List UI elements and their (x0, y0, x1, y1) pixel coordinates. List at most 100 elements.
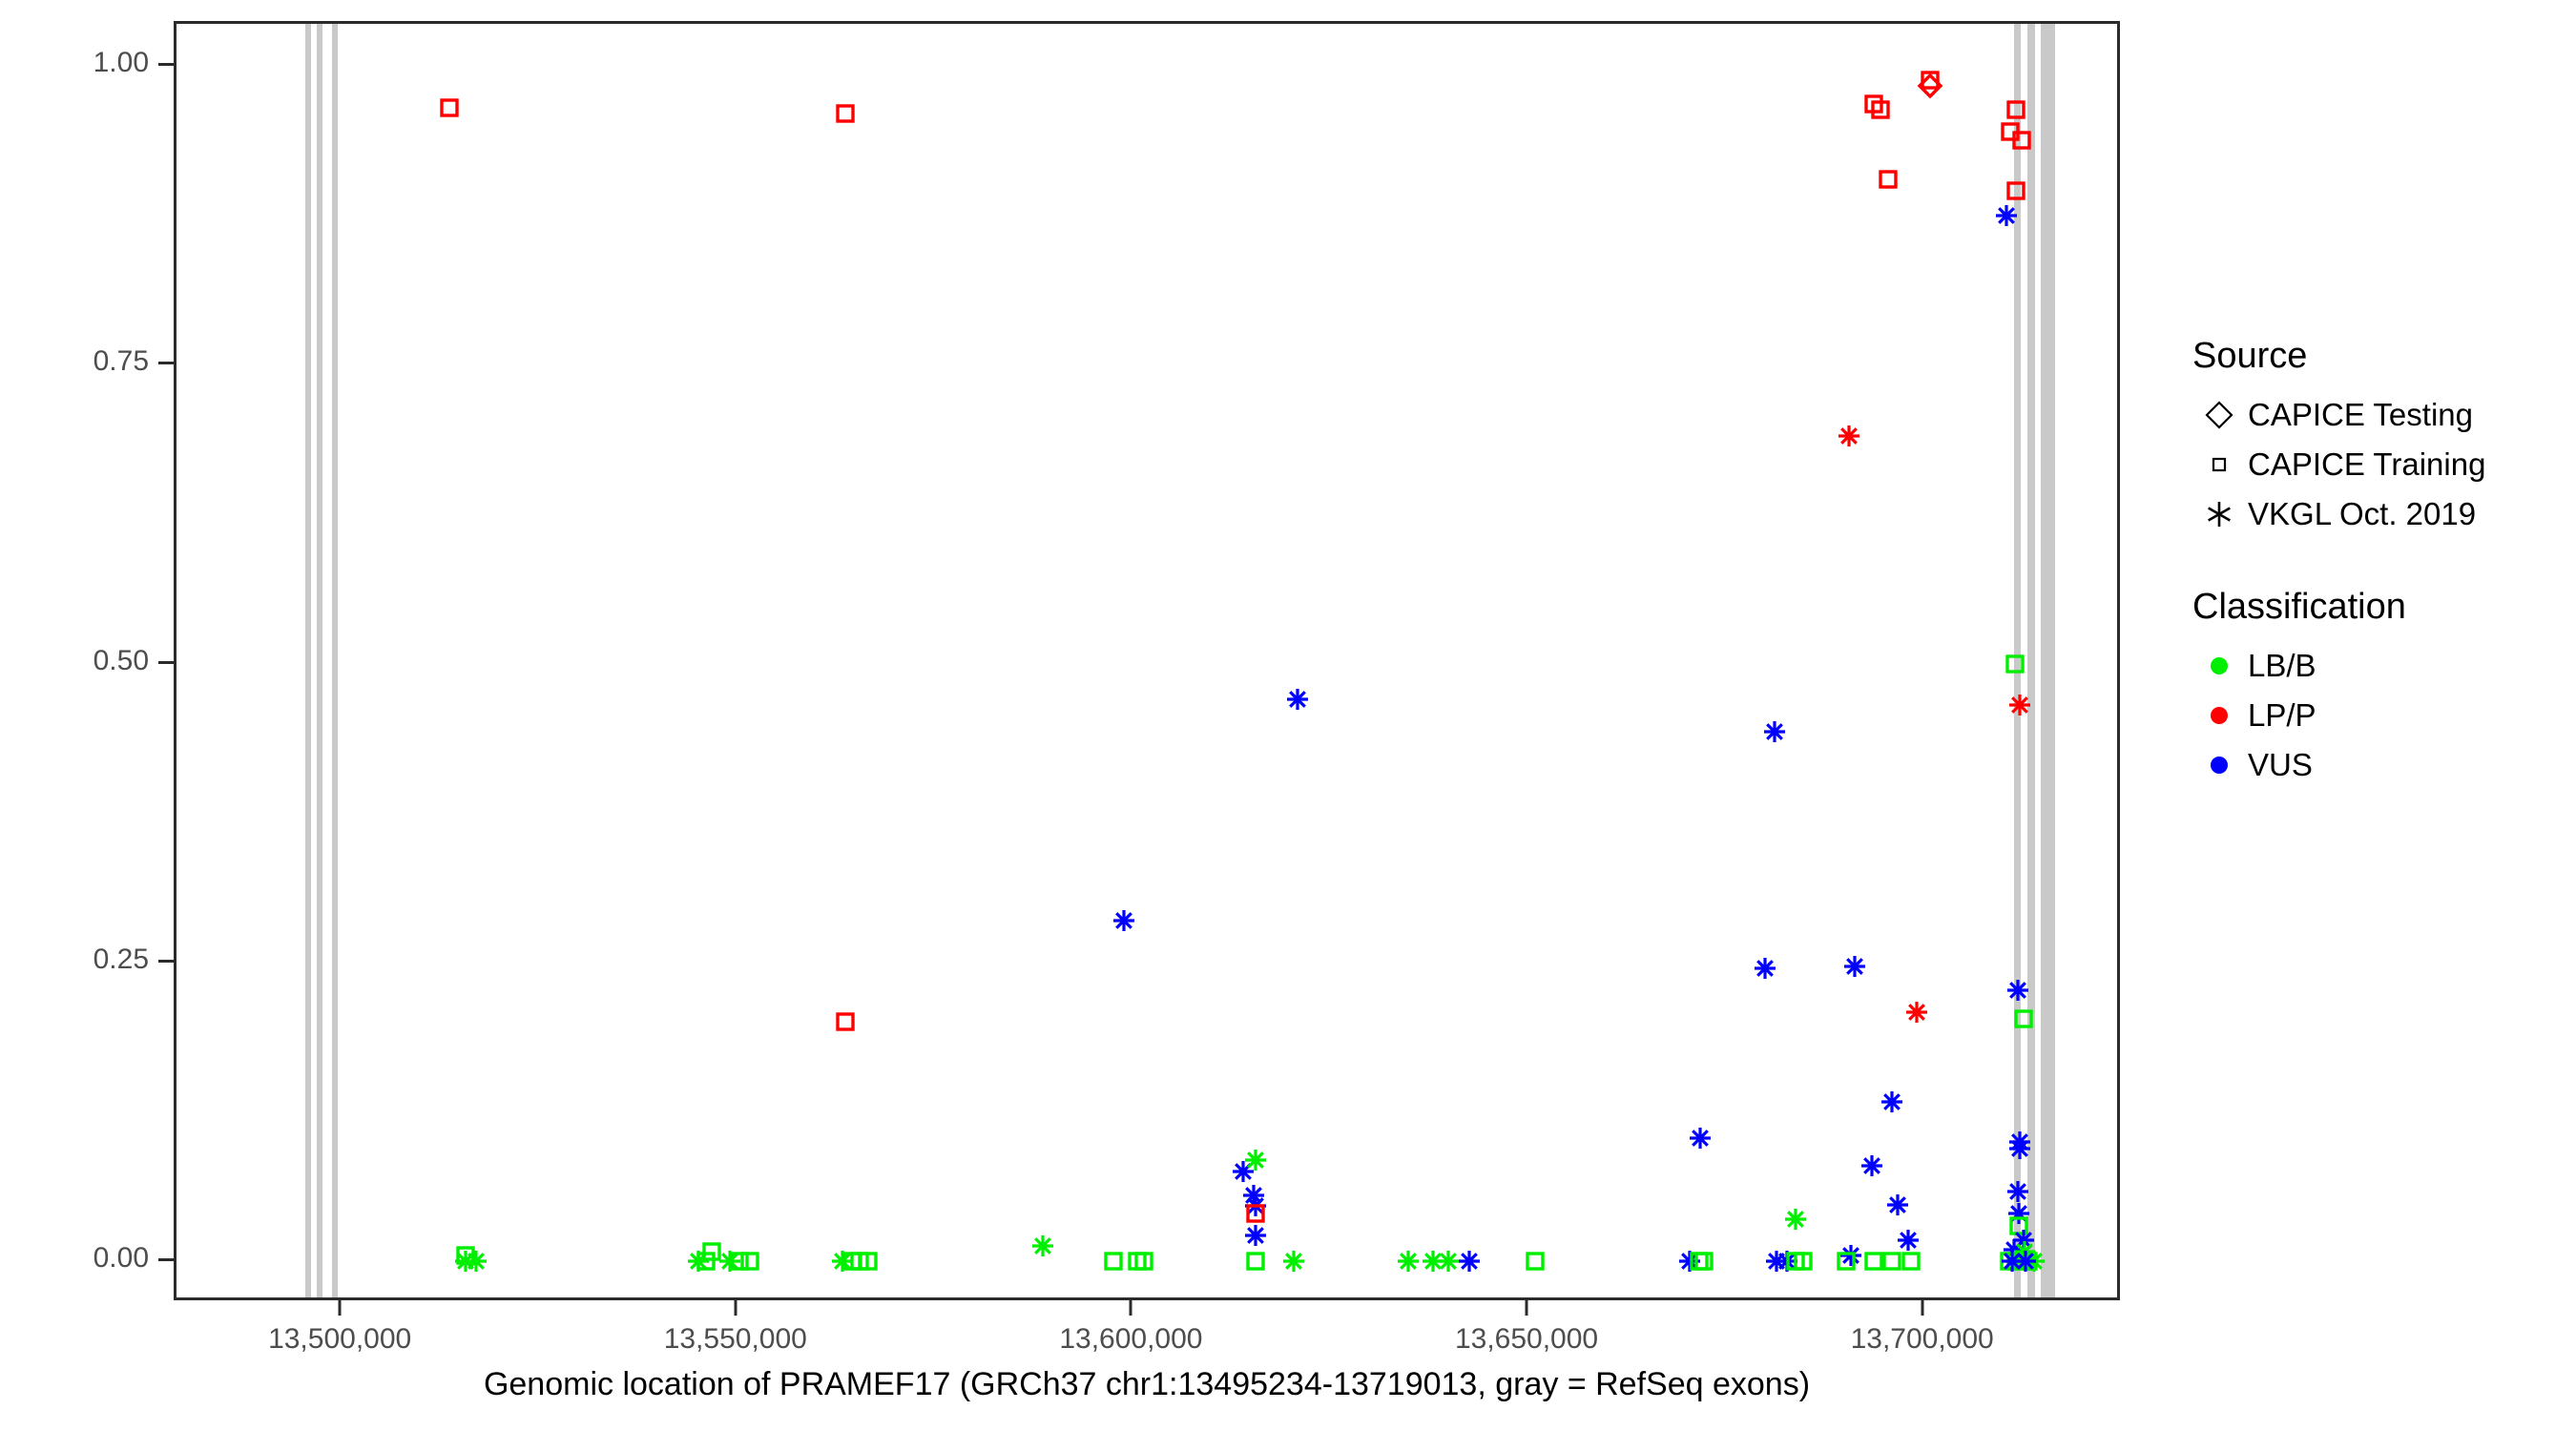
data-point (1858, 88, 1890, 120)
y-axis-tick-label: 0.75 (93, 345, 149, 378)
data-point (696, 1235, 728, 1268)
y-axis: CAPICE score (pathogenicity estimate) 0.… (0, 21, 307, 1300)
data-point (1237, 1179, 1270, 1212)
legend-item-vkgl[interactable]: VKGL Oct. 2019 (2191, 489, 2572, 539)
data-point (1121, 1245, 1153, 1277)
data-point (1027, 1230, 1059, 1262)
legend-label-lpp: LP/P (2248, 697, 2316, 733)
data-point (1779, 1203, 1812, 1235)
data-point (449, 1239, 482, 1272)
legend-item-capice-training[interactable]: CAPICE Training (2191, 440, 2572, 489)
data-point (1239, 1219, 1272, 1252)
exon-band (331, 24, 339, 1297)
data-point (1914, 64, 1946, 96)
exon-band (2040, 24, 2055, 1297)
data-point (1876, 1245, 1908, 1277)
legend-group-classification: Classification LB/B LP/P VUS (2191, 587, 2572, 790)
legend-title-source: Source (2192, 336, 2308, 376)
x-axis-tick (1129, 1300, 1132, 1316)
data-point (1892, 1224, 1924, 1256)
data-point (1771, 1245, 1803, 1277)
legend: Source CAPICE Testing CAPICE Training (2191, 336, 2572, 838)
x-axis-tick-label: 13,550,000 (663, 1323, 807, 1355)
data-point (829, 97, 862, 130)
data-point (690, 1245, 722, 1277)
data-point (1872, 163, 1904, 196)
data-point (1758, 716, 1791, 748)
data-point (1128, 1245, 1160, 1277)
data-point (1779, 1245, 1812, 1277)
data-point (1683, 1245, 1715, 1277)
data-point (1787, 1245, 1819, 1277)
data-point (1901, 996, 1933, 1028)
legend-item-lpp[interactable]: LP/P (2191, 691, 2572, 740)
asterisk-icon (2191, 498, 2248, 530)
data-point (682, 1245, 715, 1277)
data-point (1994, 115, 2026, 148)
legend-item-lbb[interactable]: LB/B (2191, 641, 2572, 691)
data-point (1858, 1245, 1890, 1277)
data-point (449, 1245, 482, 1277)
data-point (843, 1245, 876, 1277)
plot-panel (174, 21, 2120, 1300)
data-point (1239, 1144, 1272, 1176)
x-axis-tick-label: 13,500,000 (268, 1323, 412, 1355)
circle-icon-vus (2191, 749, 2248, 781)
x-axis-tick-label: 13,600,000 (1059, 1323, 1203, 1355)
x-axis: 13,500,000 13,550,000 13,600,000 13,650,000… (174, 1300, 2120, 1367)
data-point (1996, 1245, 2028, 1277)
data-point (1864, 93, 1897, 126)
data-point (1876, 1086, 1908, 1118)
data-point (723, 1245, 756, 1277)
data-point (1417, 1245, 1449, 1277)
data-point (1993, 1245, 2025, 1277)
y-axis-tick (158, 362, 174, 365)
data-point (1108, 904, 1140, 937)
legend-item-capice-testing[interactable]: CAPICE Testing (2191, 390, 2572, 440)
data-point (1239, 1190, 1272, 1222)
exon-band (316, 24, 323, 1297)
exon-band (2013, 24, 2021, 1297)
x-axis-tick-label: 13,650,000 (1454, 1323, 1599, 1355)
y-axis-tick-label: 0.25 (93, 943, 149, 975)
x-axis-tick (1525, 1300, 1528, 1316)
y-axis-tick-label: 1.00 (93, 46, 149, 78)
legend-label-capice-training: CAPICE Training (2248, 446, 2486, 482)
data-point (1839, 950, 1871, 983)
data-point (1914, 70, 1946, 102)
y-axis-tick-label: 0.00 (93, 1242, 149, 1275)
x-axis-tick (734, 1300, 737, 1316)
data-point (1278, 1245, 1310, 1277)
exon-band (304, 24, 311, 1297)
legend-group-source: Source CAPICE Testing CAPICE Training (2191, 336, 2572, 539)
data-point (1239, 1245, 1272, 1277)
data-point (734, 1245, 766, 1277)
x-axis-title: Genomic location of PRAMEF17 (GRCh37 chr… (483, 1366, 1811, 1402)
data-point (1432, 1245, 1465, 1277)
data-point (1688, 1245, 1720, 1277)
legend-label-lbb: LB/B (2248, 648, 2316, 683)
legend-item-vus[interactable]: VUS (2191, 740, 2572, 790)
exon-band (2026, 24, 2035, 1297)
data-point (829, 1006, 862, 1038)
data-point (1453, 1245, 1485, 1277)
y-axis-tick (158, 660, 174, 664)
legend-label-capice-testing: CAPICE Testing (2248, 397, 2473, 432)
data-point (1227, 1155, 1259, 1188)
legend-label-vus: VUS (2248, 747, 2313, 782)
data-point (852, 1245, 884, 1277)
plot-area (177, 24, 2117, 1297)
data-point (1097, 1245, 1130, 1277)
legend-label-vkgl: VKGL Oct. 2019 (2248, 496, 2477, 531)
data-point (1856, 1150, 1888, 1182)
x-axis-tick (338, 1300, 342, 1316)
circle-icon-lpp (2191, 699, 2248, 732)
data-point (1519, 1245, 1551, 1277)
data-point (1881, 1189, 1914, 1221)
y-axis-tick (158, 959, 174, 963)
data-point (1281, 683, 1314, 716)
data-point (460, 1245, 492, 1277)
data-point (836, 1245, 868, 1277)
data-point (1239, 1197, 1272, 1230)
